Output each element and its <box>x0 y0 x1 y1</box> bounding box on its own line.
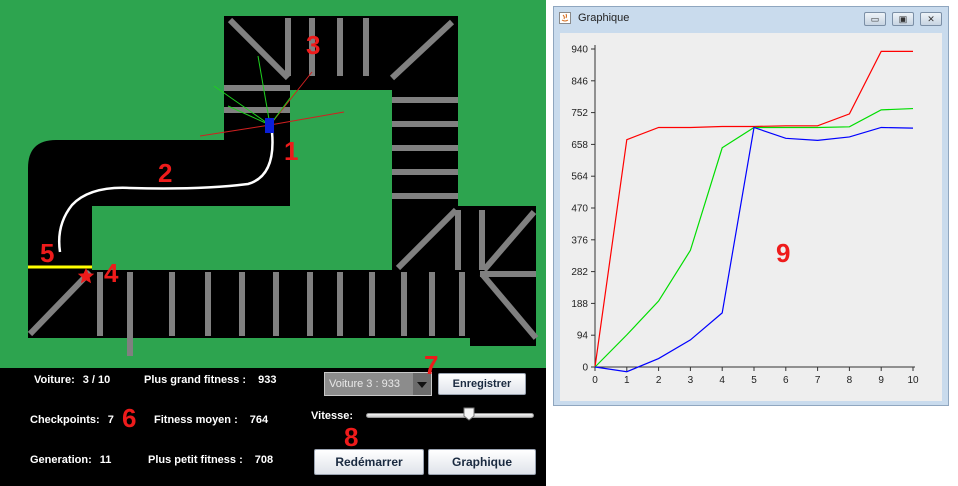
annotation-5: 5 <box>40 238 55 268</box>
annotation-2: 2 <box>158 158 173 188</box>
y-tick-label: 0 <box>582 363 588 374</box>
stat-generation-label: Generation: <box>30 454 92 466</box>
car-trail <box>58 131 274 253</box>
series-layer <box>594 50 914 373</box>
stat-voiture: Voiture: 3 / 10 <box>34 374 110 386</box>
series-line-1 <box>594 50 913 368</box>
y-tick-label: 282 <box>571 267 588 278</box>
checkpoints <box>27 17 539 356</box>
graph-window-title: Graphique <box>578 12 630 24</box>
y-tick-label: 470 <box>571 204 588 215</box>
stat-checkpoints: Checkpoints: 7 <box>30 414 114 426</box>
annotation-6: 6 <box>122 403 137 433</box>
x-tick-label: 5 <box>751 375 757 386</box>
annotation-9: 9 <box>776 238 791 268</box>
y-tick-label: 658 <box>571 140 588 151</box>
restart-button[interactable]: Redémarrer <box>314 449 424 475</box>
y-axis: 0 94 188 282 376 470 564 658 752 846 940 <box>571 45 596 374</box>
java-app-icon <box>559 12 571 24</box>
simulation-view <box>0 0 546 368</box>
save-button[interactable]: Enregistrer <box>438 373 526 395</box>
graph-window: Graphique ▭ ▣ ✕ 0 94 188 282 376 470 564 658 752… <box>553 6 949 406</box>
stat-checkpoints-label: Checkpoints: <box>30 414 100 426</box>
stat-max-fitness: Plus grand fitness : 933 <box>144 374 276 386</box>
speed-label: Vitesse: <box>311 410 353 422</box>
x-tick-label: 9 <box>878 375 884 386</box>
stat-checkpoints-value: 7 <box>107 414 114 426</box>
graph-button[interactable]: Graphique <box>428 449 536 475</box>
stat-voiture-label: Voiture: <box>34 374 75 386</box>
stat-generation-value: 11 <box>99 454 112 466</box>
x-tick-label: 4 <box>719 375 725 386</box>
series-line-3 <box>594 126 914 373</box>
car-select-value: Voiture 3 : 933 <box>329 378 400 390</box>
y-tick-label: 188 <box>571 299 588 310</box>
y-tick-label: 94 <box>577 331 589 342</box>
annotation-7: 7 <box>424 350 439 380</box>
x-tick-label: 7 <box>815 375 821 386</box>
y-tick-label: 940 <box>571 45 588 56</box>
graph-title-bar[interactable]: Graphique ▭ ▣ ✕ <box>554 7 948 29</box>
close-icon: ✕ <box>927 14 935 24</box>
maximize-icon: ▣ <box>898 14 908 24</box>
x-tick-label: 10 <box>907 375 919 386</box>
car-select-dropdown[interactable]: Voiture 3 : 933 <box>324 372 432 396</box>
stat-min-fitness: Plus petit fitness : 708 <box>148 454 273 466</box>
x-tick-label: 6 <box>783 375 789 386</box>
minimize-icon: ▭ <box>870 14 880 24</box>
stat-max-fitness-value: 933 <box>258 374 277 386</box>
y-tick-label: 376 <box>571 235 588 246</box>
maximize-button[interactable]: ▣ <box>892 12 914 26</box>
stat-generation: Generation: 11 <box>30 454 111 466</box>
stat-min-fitness-label: Plus petit fitness : <box>148 454 243 466</box>
speed-slider-thumb[interactable] <box>463 407 475 421</box>
annotation-3: 3 <box>306 30 321 60</box>
annotation-4: 4 <box>104 258 119 288</box>
start-star-icon <box>77 268 95 284</box>
y-tick-label: 846 <box>571 76 588 87</box>
car-sensors <box>199 55 345 137</box>
chevron-down-icon[interactable] <box>413 373 431 395</box>
annotation-8: 8 <box>344 422 359 452</box>
speed-slider-track[interactable] <box>366 413 534 418</box>
close-button[interactable]: ✕ <box>920 12 942 26</box>
x-tick-label: 0 <box>592 375 598 386</box>
series-line-2 <box>594 107 914 368</box>
minimize-button[interactable]: ▭ <box>864 12 886 26</box>
fitness-line-chart: 0 94 188 282 376 470 564 658 752 846 940 0 1 2 3 4 5 6 7 8… <box>571 45 919 387</box>
x-tick-label: 1 <box>624 375 630 386</box>
stat-voiture-value: 3 / 10 <box>82 374 111 386</box>
x-tick-label: 2 <box>656 375 662 386</box>
graph-client-area: 0 94 188 282 376 470 564 658 752 846 940 0 1 2 3 4 5 6 7 8… <box>560 33 942 401</box>
y-tick-label: 752 <box>571 108 588 119</box>
stat-max-fitness-label: Plus grand fitness : <box>144 374 247 386</box>
stat-avg-fitness: Fitness moyen : 764 <box>154 414 268 426</box>
x-tick-label: 3 <box>688 375 694 386</box>
y-tick-label: 564 <box>571 172 588 183</box>
stat-min-fitness-value: 708 <box>254 454 274 466</box>
annotation-1: 1 <box>284 136 299 166</box>
stat-avg-fitness-value: 764 <box>249 414 269 426</box>
x-axis: 0 1 2 3 4 5 6 7 8 9 10 <box>592 366 919 386</box>
car <box>265 118 274 133</box>
x-tick-label: 8 <box>847 375 853 386</box>
stat-avg-fitness-label: Fitness moyen : <box>154 414 238 426</box>
